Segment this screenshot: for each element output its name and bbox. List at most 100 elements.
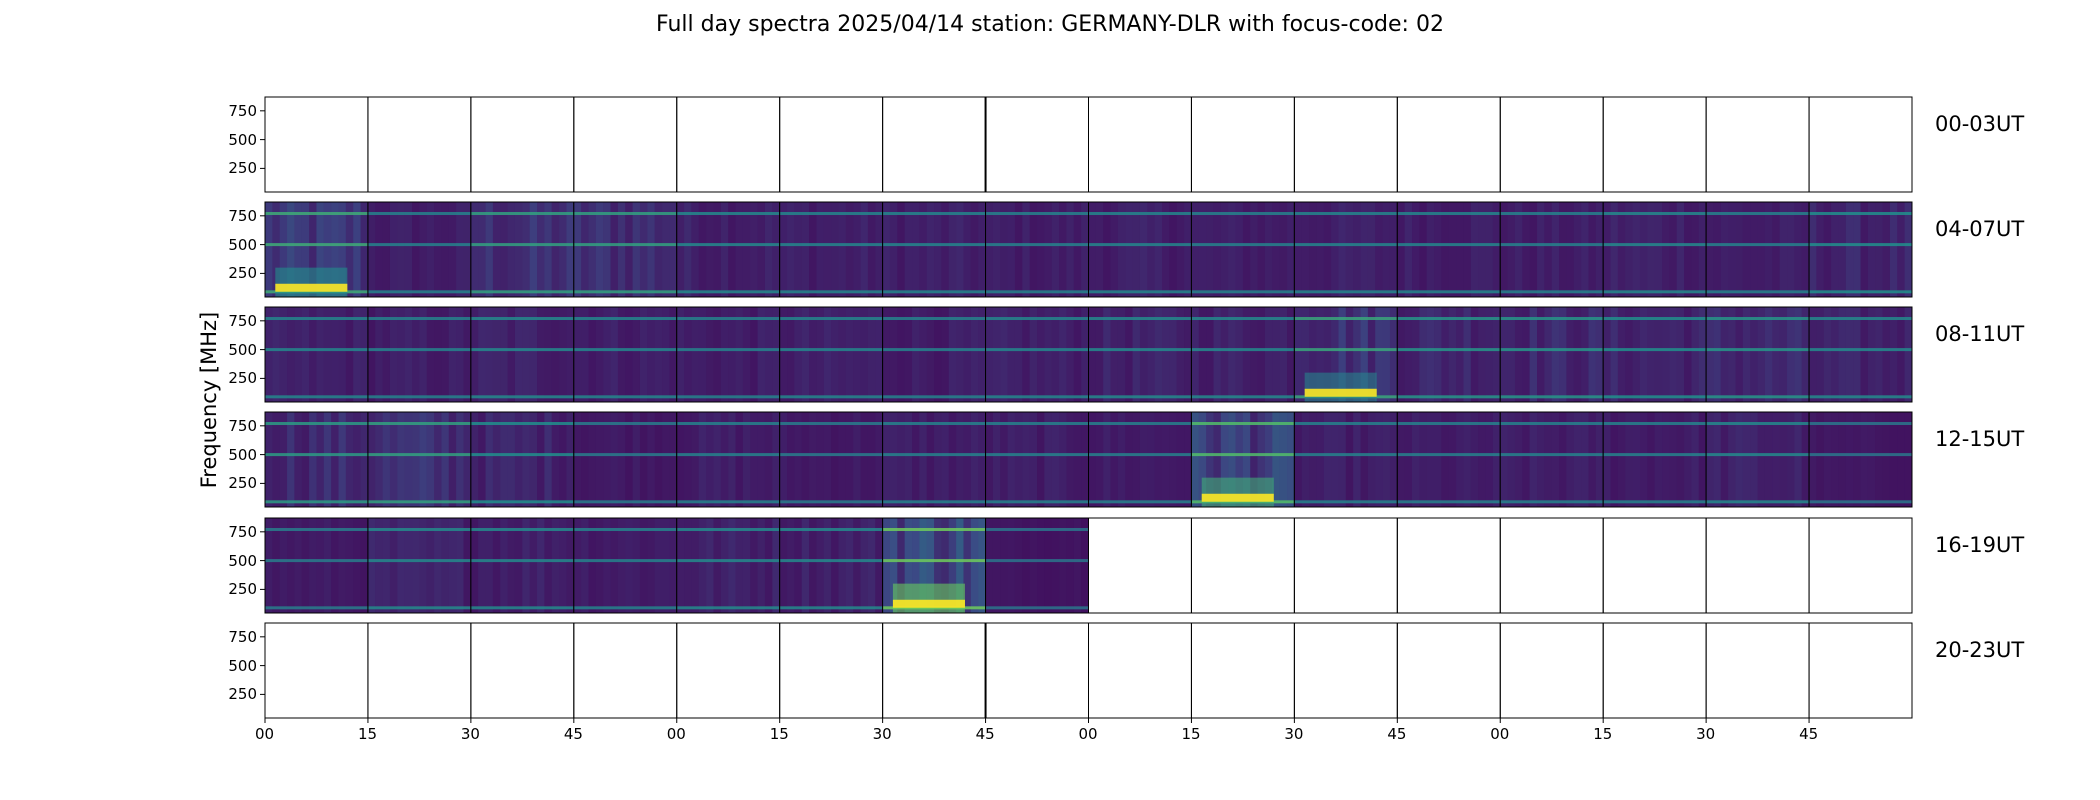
spectrum-streak <box>1110 307 1118 402</box>
spectrum-streak <box>970 307 979 402</box>
frequency-band <box>1191 395 1295 399</box>
spectrum-streak <box>404 307 413 402</box>
x-tick-label: 00 <box>1078 725 1098 743</box>
spectrum-streak <box>919 202 927 297</box>
frequency-band <box>985 606 1089 610</box>
frequency-band <box>367 290 471 294</box>
spectrum-streak <box>1044 202 1052 297</box>
spectrum-streak <box>287 518 295 613</box>
frequency-band <box>367 606 471 610</box>
spectrum-streak <box>367 412 376 507</box>
spectrum-streak <box>1309 202 1317 297</box>
x-tick-label: 45 <box>1799 725 1819 743</box>
spectrum-streak <box>426 202 435 297</box>
spectrum-streak <box>375 202 383 297</box>
spectrum-streak <box>676 412 685 507</box>
spectrum-streak <box>1610 202 1618 297</box>
row-time-label: 12-15UT <box>1935 427 2025 451</box>
spectrum-streak <box>1838 412 1846 507</box>
spectrum-streak <box>1566 412 1574 507</box>
spectrum-streak <box>1691 307 1699 402</box>
frequency-band <box>985 212 1089 216</box>
spectrum-streak <box>809 412 817 507</box>
spectrum-streak <box>1522 307 1530 402</box>
spectrum-streak <box>625 202 633 297</box>
spectrum-streak <box>735 412 743 507</box>
spectrum-streak <box>647 202 655 297</box>
spectrum-streak <box>750 518 758 613</box>
spectrum-streak <box>492 307 501 402</box>
spectrum-streak <box>1617 412 1626 507</box>
spectrum-streak <box>1389 412 1398 507</box>
spectrum-streak <box>1603 412 1611 507</box>
spectrum-streak <box>1331 412 1339 507</box>
panel-frame <box>1602 96 1707 193</box>
spectrum-streak <box>838 518 846 613</box>
spectrum-streak <box>287 202 295 297</box>
frequency-band <box>1191 422 1295 426</box>
spectrum-streak <box>1669 412 1677 507</box>
spectrum-streak <box>1220 412 1229 507</box>
spectrum-streak <box>522 518 530 613</box>
y-tick-label: 250 <box>228 580 257 599</box>
spectrum-streak <box>441 307 449 402</box>
spectrum-streak <box>566 307 574 402</box>
spectrum-streak <box>1889 412 1898 507</box>
spectrum-streak <box>1595 307 1604 402</box>
frequency-band <box>985 395 1089 399</box>
spectrum-streak <box>941 202 949 297</box>
spectrum-streak <box>1573 307 1582 402</box>
frequency-band <box>1809 422 1912 426</box>
spectrum-streak <box>1809 307 1817 402</box>
spectrum-streak <box>375 518 383 613</box>
spectrum-streak <box>1162 307 1170 402</box>
spectrum-streak <box>742 202 751 297</box>
frequency-band <box>676 395 780 399</box>
spectrum-streak <box>1529 412 1538 507</box>
frequency-band <box>265 243 368 247</box>
spectrum-streak <box>1779 412 1788 507</box>
spectrum-streak <box>1669 307 1677 402</box>
spectrum-streak <box>397 412 405 507</box>
spectrum-streak <box>809 202 817 297</box>
spectrum-streak <box>1323 412 1332 507</box>
spectrum-streak <box>448 412 457 507</box>
spectrum-streak <box>779 307 788 402</box>
spectrum-streak <box>750 202 758 297</box>
spectrum-streak <box>1720 412 1729 507</box>
spectrum-streak <box>801 412 810 507</box>
spectrum-streak <box>735 202 743 297</box>
spectrum-streak <box>956 307 964 402</box>
spectrum-streak <box>823 518 832 613</box>
spectrum-streak <box>1588 412 1596 507</box>
spectrum-streak <box>581 307 589 402</box>
spectrum-streak <box>1279 307 1288 402</box>
frequency-band <box>1191 348 1295 352</box>
frequency-band <box>470 348 574 352</box>
spectrum-streak <box>1728 307 1736 402</box>
spectrum-streak <box>728 202 736 297</box>
spectrum-streak <box>1073 202 1082 297</box>
frequency-band <box>1294 243 1398 247</box>
spectrum-streak <box>639 307 648 402</box>
spectrum-streak <box>720 202 729 297</box>
spectrum-streak <box>1073 412 1082 507</box>
spectrum-streak <box>1706 412 1714 507</box>
spectrum-streak <box>397 307 405 402</box>
spectrum-streak <box>1066 307 1074 402</box>
spectrum-streak <box>1264 307 1273 402</box>
spectrum-streak <box>1404 202 1413 297</box>
spectrum-streak <box>331 412 339 507</box>
spectrum-streak <box>1331 202 1339 297</box>
spectrum-streak <box>838 202 846 297</box>
frequency-band <box>1603 212 1707 216</box>
spectrum-streak <box>1095 412 1104 507</box>
spectrum-streak <box>1860 202 1868 297</box>
frequency-band <box>779 528 883 532</box>
spectrum-streak <box>279 307 288 402</box>
frequency-band <box>265 453 368 457</box>
spectrum-streak <box>794 307 802 402</box>
panel-frame <box>1293 96 1398 193</box>
spectrum-streak <box>1191 307 1199 402</box>
